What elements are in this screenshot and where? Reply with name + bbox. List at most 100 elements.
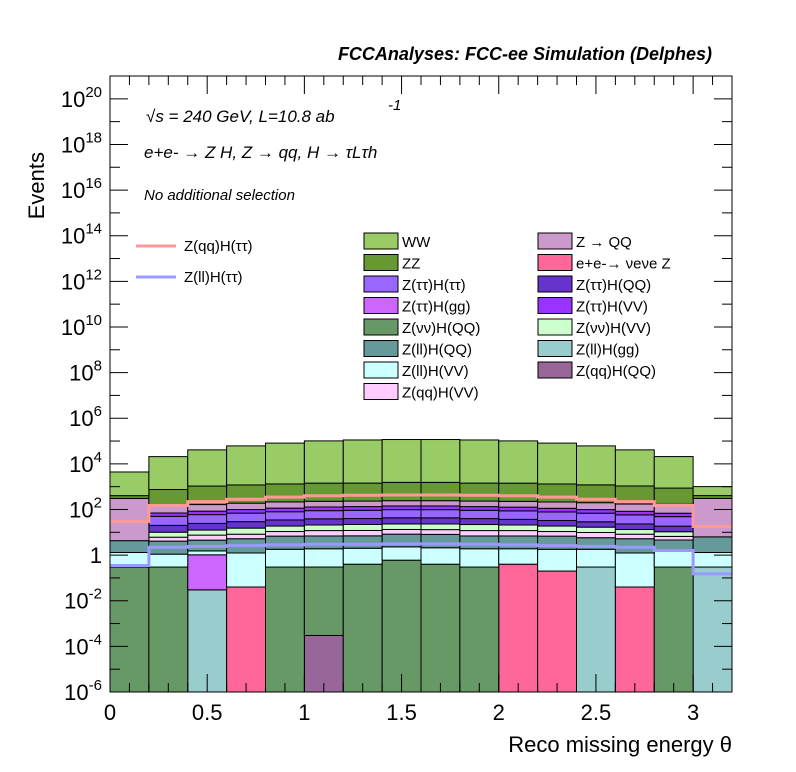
bar-13-10: [498, 482, 539, 502]
legend-label-col1-4: Z(νν)H(QQ): [402, 320, 480, 337]
bar-14-11: [537, 442, 577, 485]
bar-9-8: [420, 517, 461, 525]
signal-line-0: [110, 493, 732, 528]
bar-14-12: [576, 445, 616, 486]
bar-10-11: [537, 511, 577, 522]
bar-5-12: [576, 548, 616, 568]
bar-8-4: [265, 525, 305, 533]
bar-12-0: [109, 497, 150, 542]
bar-7-7: [381, 528, 422, 535]
bar-10-1: [148, 515, 189, 526]
y-tick-label-10: 1014: [61, 221, 102, 249]
bar-3-7: [381, 559, 422, 693]
bar-12-4: [265, 501, 305, 509]
legend-swatch-col2-3: [537, 297, 573, 314]
x-tick-label-4: 2: [493, 700, 505, 725]
legend-label-col1-5: Z(ll)H(QQ): [402, 342, 472, 359]
y-tick-label-8: 1010: [61, 312, 102, 340]
y-tick-label-4: 102: [69, 494, 102, 522]
legend-label-col2-6: Z(qq)H(QQ): [576, 363, 656, 380]
bar-10-14: [653, 516, 694, 527]
bar-14-7: [381, 439, 422, 483]
bar-9-2: [187, 522, 228, 531]
bar-13-1: [148, 489, 189, 506]
x-tick-label-0: 0: [104, 700, 116, 725]
bar-14-0: [109, 471, 150, 497]
bar-7-13: [614, 533, 655, 540]
bar-11-14: [653, 512, 694, 518]
bar-7-12: [576, 531, 616, 539]
x-tick-label-3: 1.5: [386, 700, 417, 725]
bar-14-15: [692, 486, 733, 497]
bar-14-10: [498, 440, 539, 484]
legend-label-col2-3: Z(ττ)H(VV): [576, 299, 648, 316]
bar-9-11: [537, 520, 577, 527]
bar-5-14: [653, 549, 694, 568]
bar-9-12: [576, 521, 616, 528]
bar-12-12: [576, 502, 616, 511]
bar-5-9: [459, 548, 500, 568]
x-tick-label-6: 3: [687, 700, 699, 725]
bar-9-10: [498, 518, 539, 526]
bar-9-6: [342, 518, 383, 525]
bar-12-9: [459, 500, 500, 508]
bar-13-4: [265, 483, 305, 503]
bar-14-9: [459, 439, 500, 484]
legend-swatch-col1-1: [363, 254, 399, 271]
y-tick-label-11: 1016: [61, 175, 102, 203]
legend-swatch-col1-4: [363, 318, 399, 336]
bar-3-14: [653, 566, 694, 693]
legend-swatch-col1-5: [363, 340, 399, 357]
bar-11-7: [381, 505, 422, 511]
bar-12-10: [498, 500, 539, 508]
y-tick-label-3: 1: [90, 543, 102, 568]
y-tick-label-2: 10-2: [64, 586, 102, 614]
legend-swatch-col2-0: [537, 232, 573, 250]
bar-7-3: [226, 533, 266, 540]
bar-14-5: [303, 440, 344, 484]
x-axis-title: Reco missing energy θ: [508, 732, 732, 757]
bar-5-8: [420, 547, 461, 565]
legend-label-col2-5: Z(ll)H(gg): [576, 342, 639, 359]
bar-7-1: [148, 536, 189, 542]
bar-3-8: [420, 563, 461, 693]
bar-9-4: [265, 519, 305, 527]
bar-0-5: [303, 634, 344, 693]
bar-3-5: [303, 566, 344, 636]
bar-5-7: [381, 546, 422, 561]
bar-13-9: [459, 482, 500, 502]
bar-1-12: [576, 566, 616, 693]
bar-10-4: [265, 511, 305, 521]
bar-11-9: [459, 506, 500, 511]
bar-10-6: [342, 509, 383, 520]
bar-6-4: [265, 535, 305, 550]
bar-7-11: [537, 531, 577, 537]
bar-2-10: [498, 563, 539, 693]
annotation-lumi-exponent: -1: [388, 97, 401, 114]
bar-10-5: [303, 510, 344, 520]
bar-8-11: [537, 525, 577, 533]
bar-4-2: [187, 554, 228, 591]
bar-10-3: [226, 512, 266, 523]
y-tick-label-0: 10-6: [64, 677, 102, 705]
bar-7-6: [342, 529, 383, 537]
bar-11-3: [226, 509, 266, 514]
x-tick-label-2: 1: [298, 700, 310, 725]
x-tick-label-1: 0.5: [192, 700, 223, 725]
legend-label-col2-2: Z(ττ)H(QQ): [576, 277, 651, 294]
legend-swatch-col2-4: [537, 318, 573, 336]
bar-14-14: [653, 456, 694, 489]
bar-3-4: [265, 566, 305, 693]
bar-5-6: [342, 547, 383, 565]
bar-5-2: [187, 550, 228, 556]
bar-3-6: [342, 563, 383, 693]
y-tick-label-9: 1012: [61, 266, 102, 294]
bar-13-6: [342, 482, 383, 502]
axis-ticks: 0 0.5 1 1.5 2 2.5 3 10-6 10-4 10-2 1 102 104 106 108 10…: [61, 75, 732, 725]
bar-14-3: [226, 445, 266, 486]
bar-12-3: [226, 502, 266, 511]
bar-2-3: [226, 586, 266, 693]
bar-12-11: [537, 501, 577, 509]
legend-swatch-col2-2: [537, 275, 573, 293]
bar-2-13: [614, 586, 655, 693]
